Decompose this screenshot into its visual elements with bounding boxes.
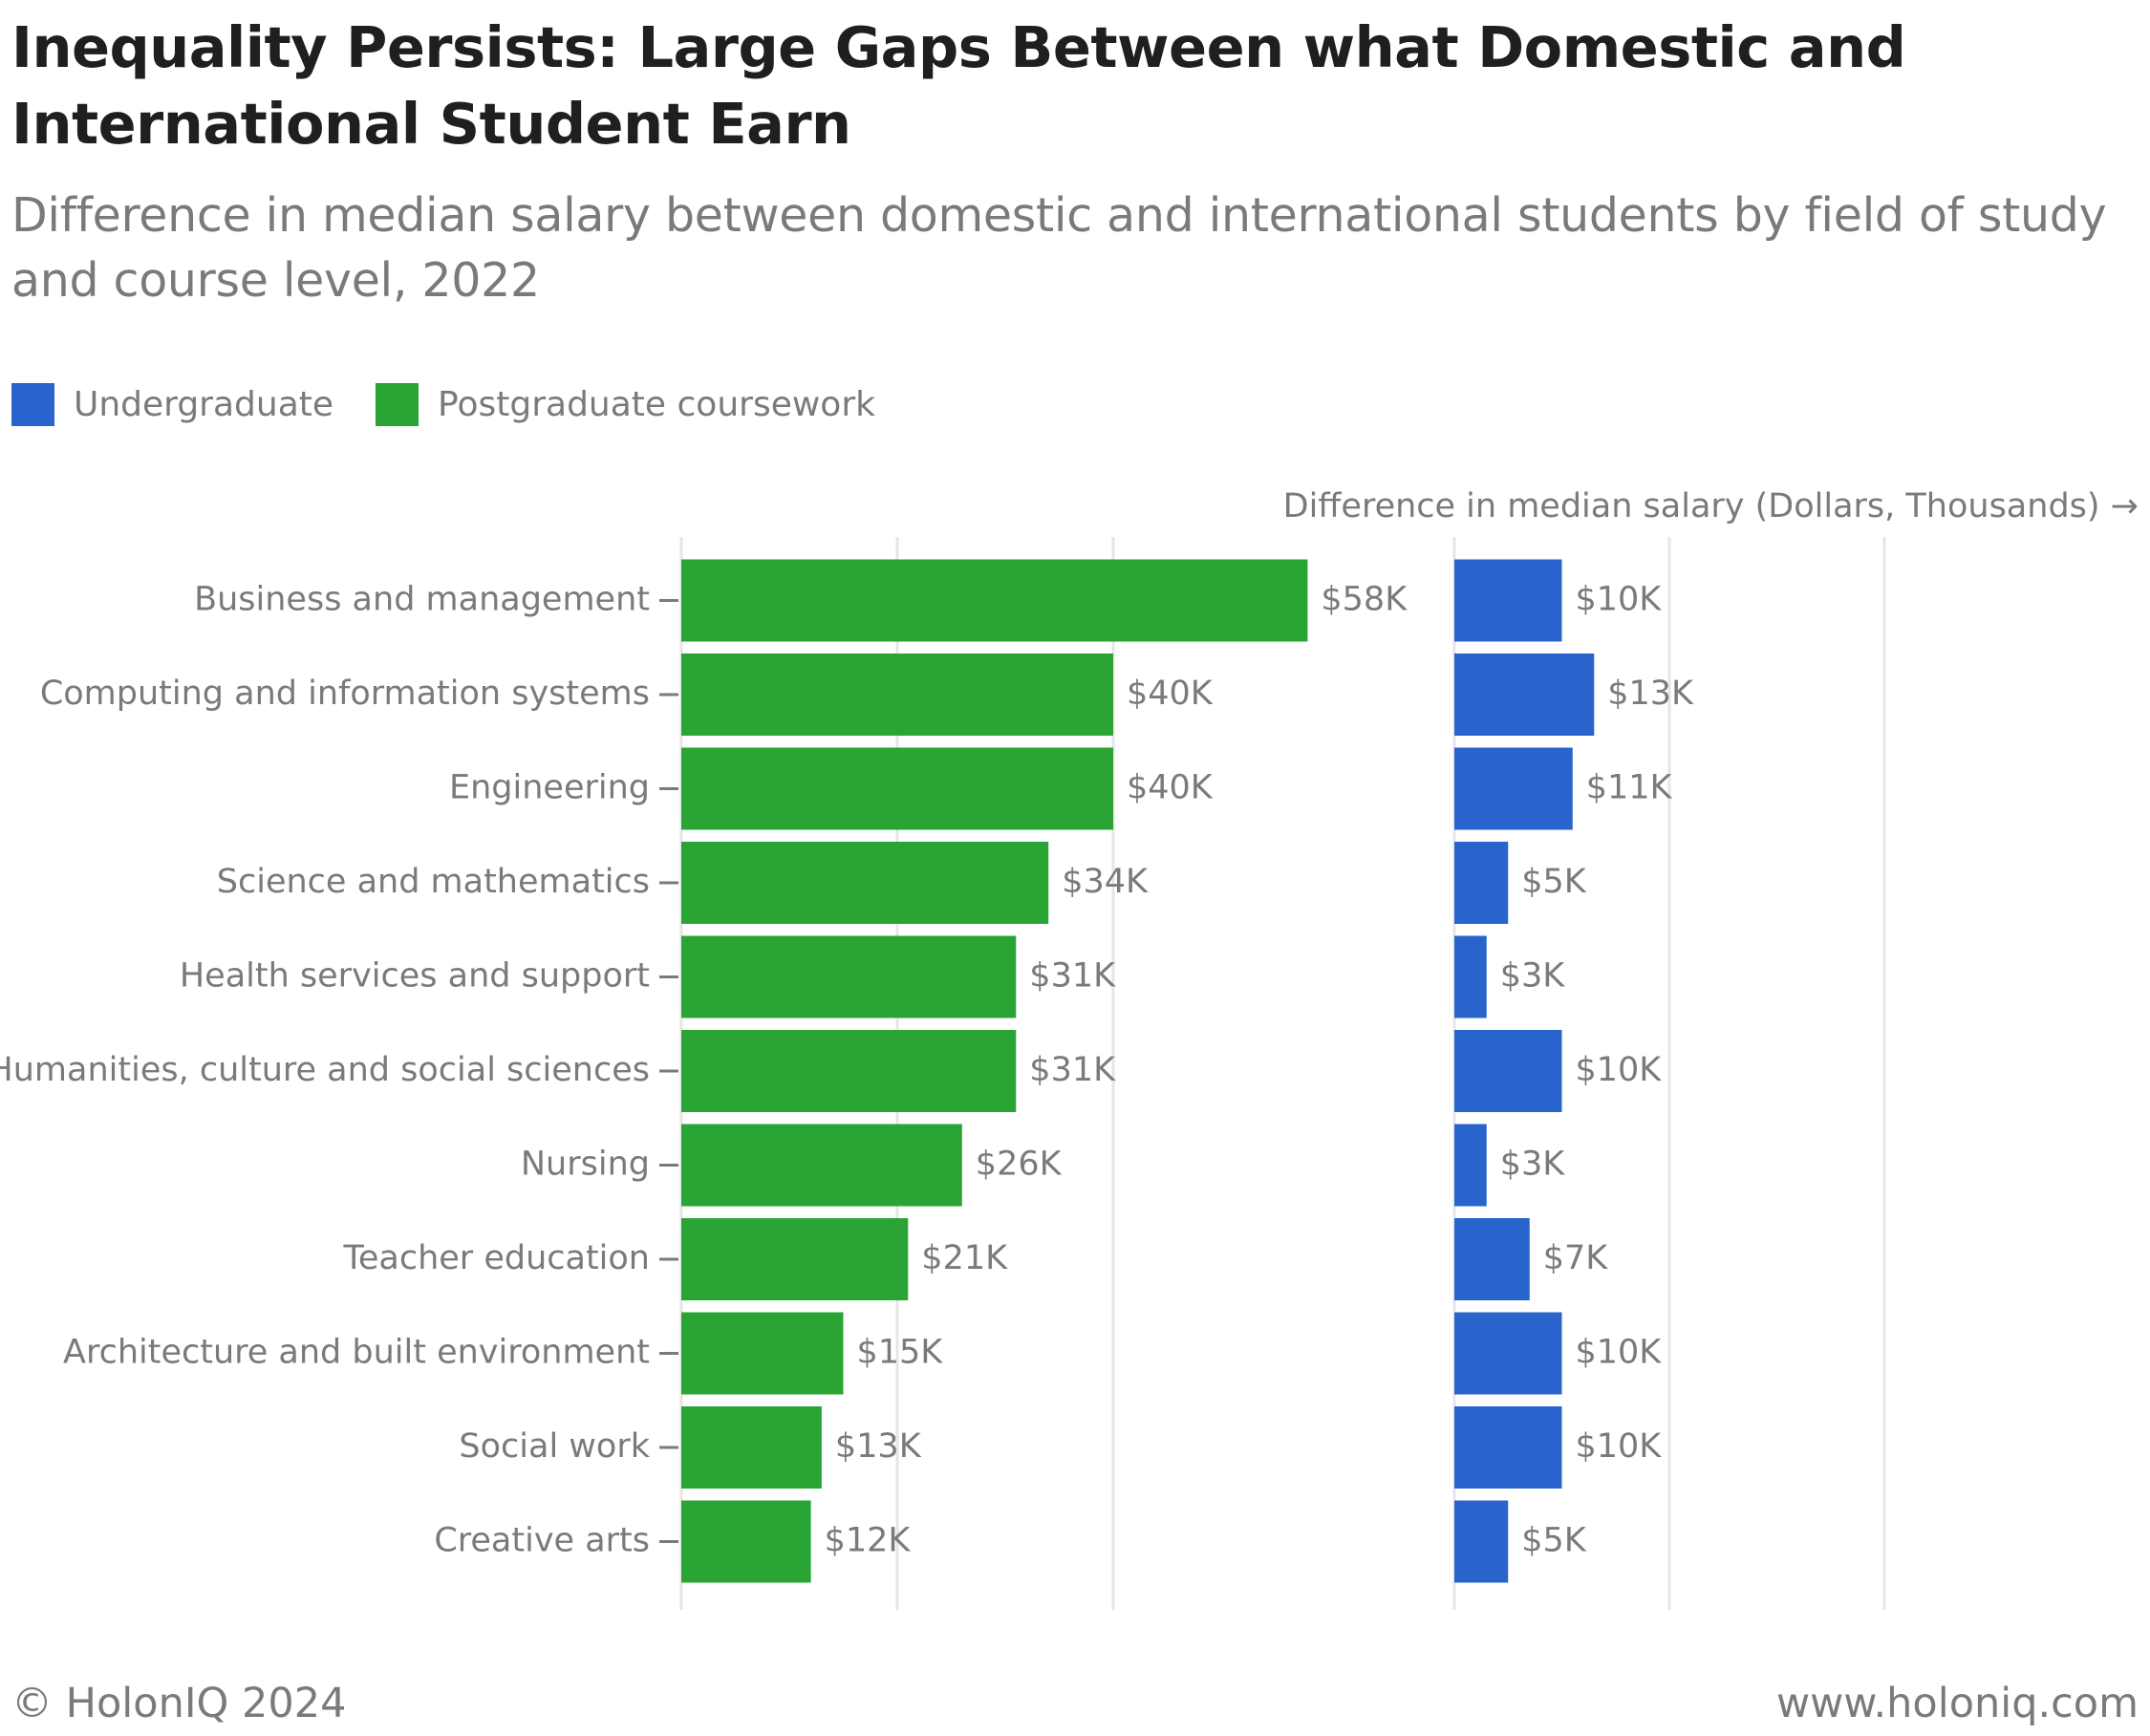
category-label: Teacher education — [342, 1239, 650, 1277]
website-link[interactable]: www.holoniq.com — [1775, 1680, 2139, 1727]
bar-postgraduate — [681, 747, 1113, 830]
bar-postgraduate — [681, 1406, 822, 1489]
data-label-undergraduate: $7K — [1543, 1239, 1609, 1277]
x-axis-title: Difference in median salary (Dollars, Th… — [1282, 487, 2139, 525]
data-label-postgraduate: $26K — [976, 1146, 1063, 1184]
bar-undergraduate — [1454, 842, 1509, 924]
category-label: Business and management — [194, 581, 650, 619]
category-label: Social work — [459, 1427, 650, 1466]
copyright-text: © HolonIQ 2024 — [11, 1680, 347, 1727]
bar-chart: Business and management $58K $10K Computing… — [0, 537, 1886, 1610]
category-label: Architecture and built environment — [63, 1334, 650, 1372]
category-label: Engineering — [449, 769, 650, 807]
legend: Undergraduate Postgraduate coursework — [11, 382, 917, 426]
legend-label-postgraduate: Postgraduate coursework — [438, 384, 875, 424]
bar-postgraduate — [681, 1218, 909, 1300]
bar-undergraduate — [1454, 654, 1595, 736]
chart-title: Inequality Persists: Large Gaps Between … — [11, 14, 1906, 157]
data-label-postgraduate: $13K — [835, 1427, 922, 1466]
data-label-undergraduate: $5K — [1521, 863, 1587, 901]
data-label-postgraduate: $40K — [1127, 675, 1214, 713]
data-label-undergraduate: $13K — [1607, 675, 1694, 713]
data-label-undergraduate: $11K — [1586, 769, 1673, 807]
category-label: Computing and information systems — [40, 675, 650, 713]
legend-label-undergraduate: Undergraduate — [74, 384, 334, 424]
bar-undergraduate — [1454, 747, 1573, 830]
data-label-undergraduate: $3K — [1500, 1146, 1566, 1184]
data-label-postgraduate: $15K — [857, 1334, 944, 1372]
bar-postgraduate — [681, 1124, 962, 1207]
data-label-postgraduate: $31K — [1029, 957, 1116, 996]
bar-postgraduate — [681, 1500, 811, 1583]
legend-swatch-postgraduate — [376, 382, 419, 426]
bar-postgraduate — [681, 842, 1049, 924]
bar-undergraduate — [1454, 1124, 1487, 1207]
bar-postgraduate — [681, 935, 1017, 1018]
category-label: Health services and support — [180, 957, 650, 996]
bar-postgraduate — [681, 1312, 844, 1395]
bar-undergraduate — [1454, 1030, 1562, 1112]
bar-undergraduate — [1454, 559, 1562, 642]
chart-subtitle: Difference in median salary between dome… — [11, 188, 2107, 308]
data-label-postgraduate: $21K — [921, 1239, 1008, 1277]
bar-undergraduate — [1454, 1406, 1562, 1489]
legend-item-postgraduate[interactable]: Postgraduate coursework — [376, 382, 875, 426]
category-label: Humanities, culture and social sciences — [0, 1051, 650, 1089]
bar-undergraduate — [1454, 935, 1487, 1018]
data-label-postgraduate: $12K — [825, 1522, 912, 1560]
bar-undergraduate — [1454, 1218, 1530, 1300]
data-label-undergraduate: $3K — [1500, 957, 1566, 996]
bar-undergraduate — [1454, 1500, 1509, 1583]
bar-postgraduate — [681, 1030, 1017, 1112]
category-label: Science and mathematics — [217, 863, 650, 901]
data-label-postgraduate: $34K — [1062, 863, 1149, 901]
bar-postgraduate — [681, 654, 1113, 736]
data-label-undergraduate: $5K — [1521, 1522, 1587, 1560]
data-label-undergraduate: $10K — [1576, 1427, 1663, 1466]
data-label-postgraduate: $40K — [1127, 769, 1214, 807]
data-label-undergraduate: $10K — [1576, 1051, 1663, 1089]
legend-item-undergraduate[interactable]: Undergraduate — [11, 382, 334, 426]
data-label-postgraduate: $31K — [1029, 1051, 1116, 1089]
data-label-undergraduate: $10K — [1576, 581, 1663, 619]
legend-swatch-undergraduate — [11, 382, 54, 426]
data-label-undergraduate: $10K — [1576, 1334, 1663, 1372]
bar-undergraduate — [1454, 1312, 1562, 1395]
category-label: Nursing — [521, 1146, 650, 1184]
data-label-postgraduate: $58K — [1321, 581, 1408, 619]
category-label: Creative arts — [434, 1522, 650, 1560]
bar-postgraduate — [681, 559, 1308, 642]
